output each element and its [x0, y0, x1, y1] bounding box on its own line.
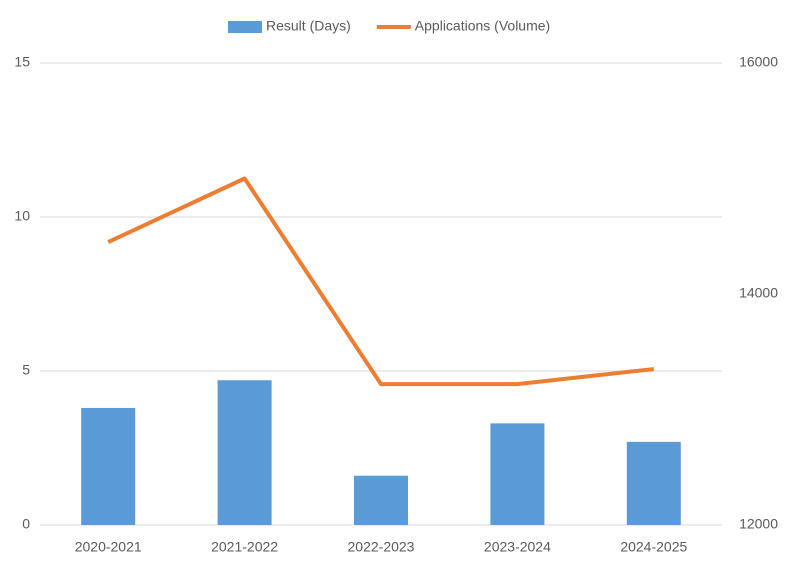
x-tick-label: 2024-2025: [620, 539, 687, 555]
x-tick-label: 2022-2023: [348, 539, 415, 555]
legend-swatch: [228, 21, 262, 33]
y2-tick-label: 16000: [739, 54, 778, 70]
x-tick-label: 2023-2024: [484, 539, 551, 555]
y-tick-label: 15: [14, 54, 30, 70]
legend-label: Applications (Volume): [415, 18, 550, 34]
bar: [354, 475, 408, 525]
y2-tick-label: 14000: [739, 285, 778, 301]
x-tick-label: 2020-2021: [75, 539, 142, 555]
y-tick-label: 10: [14, 208, 30, 224]
bar: [81, 407, 136, 525]
y2-tick-label: 12000: [739, 516, 778, 532]
x-tick-label: 2021-2022: [211, 539, 278, 555]
bar: [217, 380, 272, 525]
bar: [626, 441, 681, 525]
bar: [490, 423, 545, 525]
y-tick-label: 0: [22, 516, 30, 532]
y-tick-label: 5: [22, 362, 30, 378]
line: [107, 176, 655, 387]
legend-label: Result (Days): [266, 18, 351, 34]
